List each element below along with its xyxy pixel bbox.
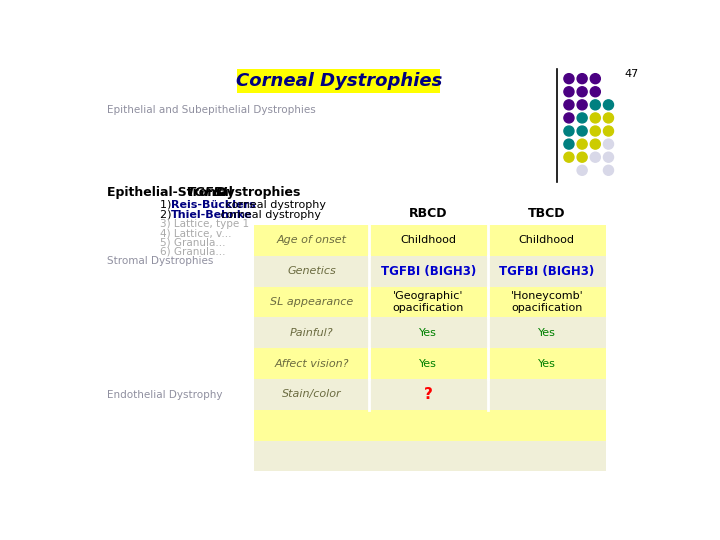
Circle shape xyxy=(590,126,600,136)
Text: Genetics: Genetics xyxy=(287,266,336,276)
Text: Endothelial Dystrophy: Endothelial Dystrophy xyxy=(107,390,222,400)
Text: 4) Lattice, v...: 4) Lattice, v... xyxy=(160,228,231,238)
Text: Yes: Yes xyxy=(538,328,556,338)
Circle shape xyxy=(564,139,574,149)
Text: Stromal Dystrophies: Stromal Dystrophies xyxy=(107,256,213,266)
Circle shape xyxy=(603,126,613,136)
Text: Reis-Bücklers: Reis-Bücklers xyxy=(171,200,255,210)
Circle shape xyxy=(603,152,613,162)
Circle shape xyxy=(603,165,613,176)
Bar xyxy=(254,441,606,471)
Circle shape xyxy=(603,113,613,123)
Text: TBCD: TBCD xyxy=(528,207,566,220)
Text: Corneal Dystrophies: Corneal Dystrophies xyxy=(235,72,442,90)
Text: 'Geographic'
opacification: 'Geographic' opacification xyxy=(392,291,464,313)
Bar xyxy=(254,318,606,348)
Text: Stain/color: Stain/color xyxy=(282,389,341,400)
Circle shape xyxy=(577,139,588,149)
Text: Affect vision?: Affect vision? xyxy=(274,359,349,369)
Text: TGFBI (BIGH3): TGFBI (BIGH3) xyxy=(499,265,595,278)
Circle shape xyxy=(564,126,574,136)
Text: corneal dystrophy: corneal dystrophy xyxy=(217,210,321,220)
Text: corneal dystrophy: corneal dystrophy xyxy=(222,200,325,210)
Text: 6) Granula...: 6) Granula... xyxy=(160,247,225,256)
FancyBboxPatch shape xyxy=(238,70,441,92)
Text: TGFBI (BIGH3): TGFBI (BIGH3) xyxy=(381,265,476,278)
Circle shape xyxy=(564,87,574,97)
Text: 5) Granula...: 5) Granula... xyxy=(160,237,225,247)
Text: Epithelial-Stromal: Epithelial-Stromal xyxy=(107,186,238,199)
Bar xyxy=(254,287,606,318)
Circle shape xyxy=(577,87,588,97)
Text: 'Honeycomb'
opacification: 'Honeycomb' opacification xyxy=(510,291,583,313)
Circle shape xyxy=(590,113,600,123)
Text: ?: ? xyxy=(424,387,433,402)
Text: 1): 1) xyxy=(160,200,175,210)
Text: Yes: Yes xyxy=(419,359,437,369)
Text: Childhood: Childhood xyxy=(400,235,456,245)
Text: 47: 47 xyxy=(624,69,639,79)
Circle shape xyxy=(564,73,574,84)
Text: 2): 2) xyxy=(160,210,175,220)
Bar xyxy=(254,256,606,287)
Circle shape xyxy=(577,165,588,176)
Text: Childhood: Childhood xyxy=(519,235,575,245)
Text: 3) Lattice, type 1: 3) Lattice, type 1 xyxy=(160,219,249,229)
Circle shape xyxy=(603,100,613,110)
Circle shape xyxy=(590,152,600,162)
Circle shape xyxy=(564,113,574,123)
Circle shape xyxy=(590,139,600,149)
Text: TGFBI: TGFBI xyxy=(186,186,228,199)
Bar xyxy=(254,379,606,410)
Circle shape xyxy=(577,126,588,136)
Text: Dystrophies: Dystrophies xyxy=(212,186,301,199)
Circle shape xyxy=(590,87,600,97)
Text: Yes: Yes xyxy=(419,328,437,338)
Text: SL appearance: SL appearance xyxy=(270,297,354,307)
Bar xyxy=(254,348,606,379)
Circle shape xyxy=(577,152,588,162)
Circle shape xyxy=(564,100,574,110)
Circle shape xyxy=(577,100,588,110)
Bar xyxy=(254,225,606,256)
Circle shape xyxy=(564,152,574,162)
Bar xyxy=(254,410,606,441)
Circle shape xyxy=(603,139,613,149)
Text: Epithelial and Subepithelial Dystrophies: Epithelial and Subepithelial Dystrophies xyxy=(107,105,316,115)
Text: Yes: Yes xyxy=(538,359,556,369)
Circle shape xyxy=(590,100,600,110)
Circle shape xyxy=(577,113,588,123)
Circle shape xyxy=(590,73,600,84)
Circle shape xyxy=(577,73,588,84)
Text: Thiel-Behnke: Thiel-Behnke xyxy=(171,210,252,220)
Text: RBCD: RBCD xyxy=(409,207,448,220)
Text: Painful?: Painful? xyxy=(290,328,333,338)
Text: Age of onset: Age of onset xyxy=(276,235,346,245)
